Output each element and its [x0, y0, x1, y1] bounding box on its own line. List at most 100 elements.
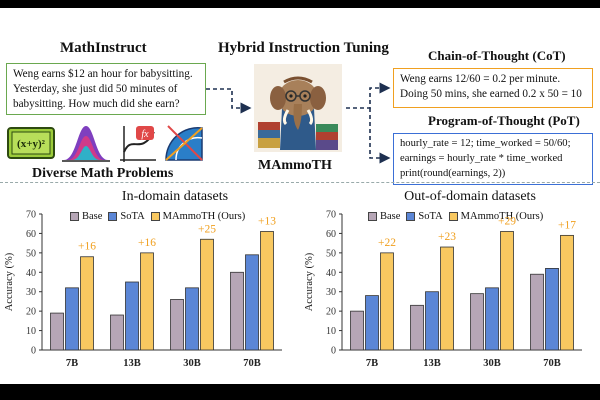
legend-in-domain: Base SoTA MAmmoTH (Ours): [70, 211, 245, 222]
legend-label-base: Base: [380, 211, 401, 222]
problem-line: Yesterday, she just did 50 minutes of: [13, 83, 178, 95]
y-tick-label: 30: [326, 287, 336, 298]
legend-label-base: Base: [82, 211, 103, 222]
arrow-problem-to-model: [206, 88, 252, 114]
gain-label: +29: [498, 215, 516, 227]
x-tick-label: 7B: [66, 358, 78, 369]
x-tick-label: 13B: [423, 358, 441, 369]
legend-out-domain: Base SoTA MAmmoTH (Ours): [368, 211, 543, 222]
y-tick-label: 60: [326, 229, 336, 240]
arrow-model-to-cot: [346, 82, 391, 109]
y-tick-label: 30: [26, 287, 36, 298]
cot-title: Chain-of-Thought (CoT): [428, 48, 566, 63]
y-tick-label: 10: [326, 326, 336, 337]
x-tick-label: 7B: [366, 358, 378, 369]
legend-item-sota: SoTA: [108, 211, 145, 222]
legend-label-sota: SoTA: [418, 211, 443, 222]
bar-sota-13b: [425, 291, 439, 351]
x-tick-label: 70B: [243, 358, 261, 369]
model-name: MAmmoTH: [258, 158, 332, 173]
problem-line: Weng earns $12 an hour for babysitting.: [13, 68, 193, 80]
y-tick-label: 50: [26, 248, 36, 259]
math-problem-box: Weng earns $12 an hour for babysitting. …: [6, 63, 206, 115]
legend-label-sota: SoTA: [120, 211, 145, 222]
x-tick-label: 70B: [543, 358, 561, 369]
legend-item-sota: SoTA: [406, 211, 443, 222]
gain-label: +23: [438, 231, 456, 243]
y-tick-label: 20: [326, 307, 336, 318]
legend-swatch-mammoth: [448, 212, 458, 221]
svg-text:(x+y)²: (x+y)²: [17, 138, 46, 150]
figure-canvas: MathInstruct Hybrid Instruction Tuning C…: [0, 8, 600, 384]
gain-label: +22: [378, 237, 396, 249]
bell-curve-icon: [62, 126, 110, 162]
legend-item-base: Base: [368, 211, 400, 222]
section-divider: [0, 182, 600, 183]
mathinstruct-title: MathInstruct: [60, 40, 147, 56]
y-tick-label: 40: [326, 268, 336, 279]
pot-line: print(round(earnings, 2)): [400, 168, 506, 179]
cot-line: Doing 50 mins, she earned 0.2 x 50 = 10: [400, 88, 582, 100]
gain-label: +16: [138, 237, 156, 249]
hybrid-tuning-title: Hybrid Instruction Tuning: [218, 40, 389, 56]
y-tick-label: 10: [26, 326, 36, 337]
pot-line: hourly_rate = 12; time_worked = 50/60;: [400, 138, 571, 149]
chart-title-out-domain: Out-of-domain datasets: [404, 189, 536, 204]
gain-label: +16: [78, 241, 96, 253]
bar-mammoth-7b: [80, 256, 94, 351]
y-tick-label: 70: [26, 210, 36, 221]
legend-label-mammoth: MAmmoTH (Ours): [460, 211, 544, 222]
legend-item-mammoth: MAmmoTH (Ours): [150, 211, 246, 222]
y-tick-label: 60: [26, 229, 36, 240]
x-tick-label: 13B: [123, 358, 141, 369]
bar-mammoth-70b: [560, 234, 574, 351]
bar-mammoth-70b: [260, 231, 274, 351]
y-tick-label: 20: [26, 307, 36, 318]
bar-sota-7b: [365, 295, 379, 351]
chart-title-in-domain: In-domain datasets: [121, 189, 229, 204]
bar-mammoth-13b: [140, 252, 154, 351]
bar-base-70b: [530, 273, 544, 351]
bar-base-13b: [110, 314, 124, 351]
bar-sota-30b: [485, 287, 499, 351]
diverse-problems-label: Diverse Math Problems: [32, 166, 174, 181]
bar-sota-30b: [185, 287, 199, 351]
legend-swatch-sota: [406, 212, 416, 221]
gain-label: +13: [258, 215, 276, 227]
pot-solution-box: hourly_rate = 12; time_worked = 50/60; e…: [393, 133, 593, 185]
chart-in-domain: 0 10 20 30 40 50 60 70 Accuracy (%) +16 7B +16 13B +2…: [4, 210, 282, 369]
cot-line: Weng earns 12/60 = 0.2 per minute.: [400, 73, 561, 85]
svg-text:fx: fx: [141, 129, 149, 140]
legend-swatch-base: [70, 212, 79, 221]
y-tick-label: 0: [31, 346, 36, 357]
bar-base-30b: [470, 293, 484, 351]
gain-label: +17: [558, 219, 576, 231]
bar-mammoth-7b: [380, 252, 394, 351]
y-axis-label: Accuracy (%): [304, 252, 315, 311]
bar-sota-70b: [245, 254, 259, 351]
cot-solution-box: Weng earns 12/60 = 0.2 per minute. Doing…: [393, 68, 593, 108]
legend-label-mammoth: MAmmoTH (Ours): [162, 211, 246, 222]
arrow-model-to-pot: [369, 108, 391, 164]
math-icons-row: (x+y)² fx: [7, 125, 203, 162]
fx-graph-icon: fx: [120, 126, 156, 162]
legend-item-base: Base: [70, 211, 102, 222]
bar-mammoth-30b: [200, 238, 214, 351]
bar-mammoth-13b: [440, 246, 454, 351]
y-tick-label: 70: [326, 210, 336, 221]
bar-sota-13b: [125, 281, 139, 351]
bar-sota-70b: [545, 268, 559, 351]
formula-board-icon: (x+y)²: [7, 127, 55, 159]
bar-base-7b: [350, 310, 364, 351]
bar-sota-7b: [65, 287, 79, 351]
legend-item-mammoth: MAmmoTH (Ours): [448, 211, 544, 222]
bar-mammoth-30b: [500, 231, 514, 351]
flow-arrows: [206, 82, 391, 164]
x-tick-label: 30B: [483, 358, 501, 369]
bar-base-13b: [410, 304, 424, 351]
chart-out-domain: 0 10 20 30 40 50 60 70 Accuracy (%) +22 7B +23 13B +2…: [304, 210, 582, 369]
legend-swatch-base: [368, 212, 377, 221]
legend-swatch-sota: [108, 212, 118, 221]
pot-line: earnings = hourly_rate * time_worked: [400, 153, 563, 164]
mammoth-mascot-icon: [254, 64, 342, 152]
